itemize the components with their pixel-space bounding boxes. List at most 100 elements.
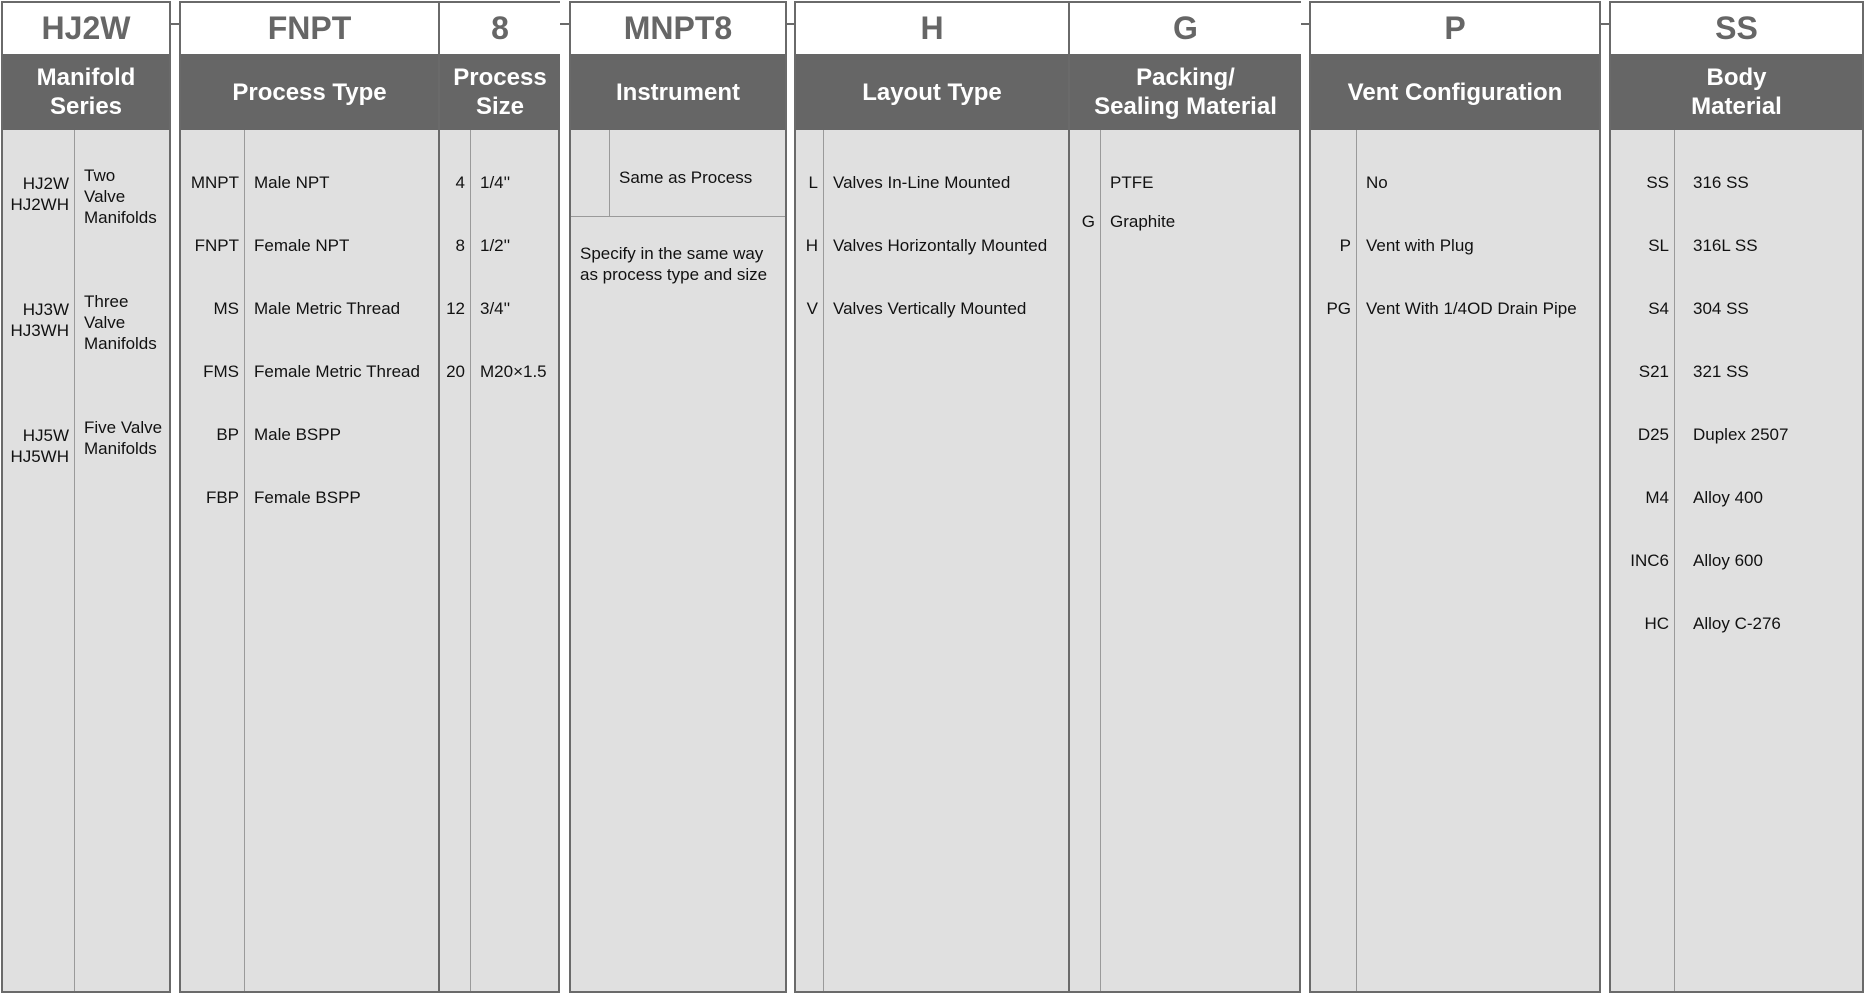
column-divider bbox=[1674, 130, 1675, 991]
column-divider bbox=[244, 130, 245, 991]
option-description: Male BSPP bbox=[254, 425, 341, 444]
option-description: Female BSPP bbox=[254, 488, 361, 507]
option-code: L bbox=[808, 173, 818, 192]
option-description: Same as Process bbox=[619, 168, 753, 187]
option-code: FNPT bbox=[194, 236, 239, 255]
option-code: HJ3W HJ3WH bbox=[10, 300, 69, 340]
option-description: Female Metric Thread bbox=[254, 362, 420, 381]
selected-code: SS bbox=[1611, 3, 1862, 54]
option-description: PTFE bbox=[1110, 173, 1154, 192]
column-divider bbox=[609, 130, 610, 216]
option-description: Two Valve Manifolds bbox=[84, 166, 157, 227]
selected-code: 8 bbox=[440, 3, 560, 54]
option-description: 3/4'' bbox=[480, 299, 511, 318]
option-code: HJ2W HJ2WH bbox=[10, 174, 69, 214]
code-box-5: SS Body Material SS 316 SS SL 316L SS S4 304 SS… bbox=[1609, 1, 1864, 993]
option-description: Male Metric Thread bbox=[254, 299, 401, 318]
option-description: 316 SS bbox=[1693, 173, 1749, 192]
option-description: M20×1.5 bbox=[480, 362, 547, 381]
connector-dash bbox=[1301, 23, 1309, 25]
option-description: Alloy 600 bbox=[1693, 551, 1763, 570]
option-code: D25 bbox=[1637, 425, 1669, 444]
column-divider bbox=[1356, 130, 1357, 991]
option-description: 316L SS bbox=[1693, 236, 1758, 255]
option-code: HJ5W HJ5WH bbox=[10, 426, 69, 466]
option-code: MNPT bbox=[190, 173, 239, 192]
option-code: FBP bbox=[205, 488, 239, 507]
column-divider bbox=[470, 130, 471, 991]
section-title: Process Size bbox=[440, 54, 560, 130]
selected-code: MNPT8 bbox=[571, 3, 785, 54]
code-section: SS Body Material SS 316 SS SL 316L SS S4 304 SS… bbox=[1611, 3, 1862, 991]
code-section: 8 Process Size 4 1/4'' 8 1/2'' 12 3/4'' 20 M20×1.… bbox=[438, 3, 560, 991]
option-description: Alloy C-276 bbox=[1693, 614, 1781, 633]
selected-code: H bbox=[796, 3, 1068, 54]
connector-dash bbox=[787, 23, 794, 25]
option-code: PG bbox=[1326, 299, 1351, 318]
option-description: Valves Vertically Mounted bbox=[833, 299, 1027, 318]
section-title: Packing/ Sealing Material bbox=[1070, 54, 1301, 130]
option-code: P bbox=[1339, 236, 1351, 255]
connector-dash bbox=[171, 23, 179, 25]
connector-dash bbox=[1601, 23, 1609, 25]
option-description: 304 SS bbox=[1693, 299, 1749, 318]
section-title: Instrument bbox=[571, 54, 785, 130]
code-box-4: P Vent Configuration No P Vent with Plug PG Ve… bbox=[1309, 1, 1601, 993]
code-section: P Vent Configuration No P Vent with Plug PG Ve… bbox=[1311, 3, 1599, 991]
code-box-0: HJ2W Manifold Series HJ2W HJ2WH Two Valve M… bbox=[1, 1, 171, 993]
code-section: MNPT8 Instrument Specify in the same way a… bbox=[571, 3, 785, 991]
option-description: Male NPT bbox=[254, 173, 330, 192]
option-description: 1/4'' bbox=[480, 173, 511, 192]
code-box-2: MNPT8 Instrument Specify in the same way a… bbox=[569, 1, 787, 993]
option-code: MS bbox=[213, 299, 240, 318]
section-title: Vent Configuration bbox=[1311, 54, 1599, 130]
option-code: 12 bbox=[446, 299, 465, 318]
section-title: Process Type bbox=[181, 54, 438, 130]
column-divider bbox=[74, 130, 75, 991]
code-section: HJ2W Manifold Series HJ2W HJ2WH Two Valve M… bbox=[3, 3, 169, 991]
option-description: Female NPT bbox=[254, 236, 350, 255]
option-code: G bbox=[1081, 212, 1095, 231]
option-code: INC6 bbox=[1630, 551, 1669, 570]
option-description: 1/2'' bbox=[480, 236, 511, 255]
option-code: S4 bbox=[1648, 299, 1669, 318]
code-section: G Packing/ Sealing Material PTFE G Graphite bbox=[1068, 3, 1301, 991]
code-section: H Layout Type L Valves In-Line Mounted H Valv… bbox=[796, 3, 1068, 991]
option-description: Valves Horizontally Mounted bbox=[833, 236, 1048, 255]
option-code: V bbox=[806, 299, 818, 318]
option-description: Alloy 400 bbox=[1693, 488, 1763, 507]
option-description: Duplex 2507 bbox=[1693, 425, 1789, 444]
option-code: 8 bbox=[455, 236, 465, 255]
selected-code: HJ2W bbox=[3, 3, 169, 54]
option-code: 20 bbox=[446, 362, 465, 381]
section-title: Layout Type bbox=[796, 54, 1068, 130]
option-description: 321 SS bbox=[1693, 362, 1749, 381]
column-divider bbox=[823, 130, 824, 991]
code-box-1: FNPT Process Type MNPT Male NPT FNPT Female N… bbox=[179, 1, 560, 993]
option-code: SL bbox=[1648, 236, 1669, 255]
option-code: FMS bbox=[203, 362, 239, 381]
option-description: Vent with Plug bbox=[1366, 236, 1474, 255]
section-title: Manifold Series bbox=[3, 54, 169, 130]
option-code: S21 bbox=[1638, 362, 1669, 381]
option-code: M4 bbox=[1645, 488, 1669, 507]
selected-code: FNPT bbox=[181, 3, 438, 54]
option-description: Graphite bbox=[1110, 212, 1176, 231]
option-description: Three Valve Manifolds bbox=[84, 292, 157, 353]
option-code: H bbox=[805, 236, 818, 255]
connector-dash bbox=[560, 23, 569, 25]
option-description: Valves In-Line Mounted bbox=[833, 173, 1011, 192]
option-description: Vent With 1/4OD Drain Pipe bbox=[1366, 299, 1577, 318]
row-divider bbox=[571, 216, 785, 217]
selected-code: G bbox=[1070, 3, 1301, 54]
selected-code: P bbox=[1311, 3, 1599, 54]
option-code: 4 bbox=[455, 173, 465, 192]
option-description: No bbox=[1366, 173, 1388, 192]
option-description: Five Valve Manifolds bbox=[84, 418, 163, 458]
code-box-3: H Layout Type L Valves In-Line Mounted H Valv… bbox=[794, 1, 1301, 993]
code-section: FNPT Process Type MNPT Male NPT FNPT Female N… bbox=[181, 3, 438, 991]
option-code: BP bbox=[216, 425, 239, 444]
column-divider bbox=[1100, 130, 1101, 991]
section-title: Body Material bbox=[1611, 54, 1862, 130]
option-code: SS bbox=[1646, 173, 1669, 192]
